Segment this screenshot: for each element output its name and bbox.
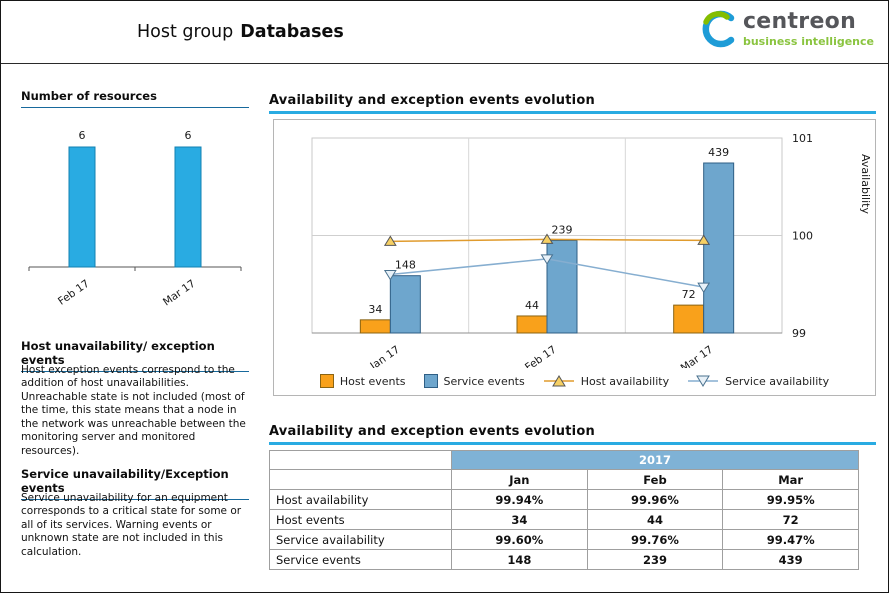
centreon-logo: centreon business intelligence [698,9,874,49]
bar-value-label: 34 [368,303,382,316]
bar-host-events-2 [673,304,705,334]
table-corner-cell [269,469,452,490]
legend-label: Host availability [580,374,670,388]
header-divider [1,63,888,64]
row-value: 99.60% [451,529,588,550]
row-value: 44 [586,509,724,530]
chart-legend: Host events Service events Host availabili… [274,374,875,388]
row-value: 34 [451,509,588,530]
service-events-description: Service unavailability for an equipment … [21,492,242,558]
table-row-host-events: Host events 34 44 72 [269,509,859,530]
x-axis-label: Jan 17 [367,344,402,368]
table-year-header: 2017 [451,450,859,470]
marker-host-availability-0 [383,235,397,246]
service-availability-marker [688,375,719,387]
row-value: 99.47% [722,529,859,550]
bar-service-events-2 [703,162,735,334]
resources-bar-chart: 6 Feb 17 6 Mar 17 [28,129,242,309]
availability-axis-label: Availability [859,154,872,214]
resources-section-title: Number of resources [21,89,249,108]
logo-wordmark: centreon [742,8,857,34]
service-events-section-title: Service unavailability/Exception events [21,467,249,500]
bar-value-label: 44 [525,299,539,312]
row-value: 239 [586,549,724,570]
bar-host-events-0 [359,319,391,334]
bar-service-events-1 [546,239,578,334]
table-row-service-events: Service events 148 239 439 [269,549,859,570]
availability-table: 2017 Jan Feb Mar Host availability 99.94% 99.9… [269,450,859,570]
legend-item-service-events: Service events [423,374,525,388]
row-value: 99.95% [722,489,859,510]
page-title: Host group Databases [137,22,344,42]
row-value: 72 [722,509,859,530]
host-availability-marker [543,375,574,387]
chart-section-rule [269,111,876,114]
bar-service-events-0 [389,275,421,334]
mini-x-label: Feb 17 [56,278,92,308]
host-events-description: Host exception events correspond to the … [21,364,246,457]
table-row-service-availability: Service availability 99.60% 99.76% 99.47% [269,529,859,550]
host-events-section-title: Host unavailability/ exception events [21,339,249,372]
legend-label: Service availability [725,374,830,388]
table-month-row: Jan Feb Mar [269,469,859,490]
marker-service-availability-2 [697,282,711,294]
bar-value-label: 72 [682,288,696,301]
row-value: 99.76% [586,529,724,550]
resources-bar-1 [174,146,202,268]
host-events-swatch [319,374,334,388]
page-title-name: Databases [240,22,344,42]
legend-item-host-availability: Host availability [543,374,669,388]
centreon-logo-icon [702,10,735,48]
logo-text: centreon business intelligence [742,8,874,48]
row-label-service-events: Service events [269,549,452,570]
page-title-prefix: Host group [137,22,234,42]
y2-tick-label: 101 [792,132,813,145]
table-section-title: Availability and exception events evolut… [269,424,595,439]
legend-label: Host events [339,374,406,388]
table-row-host-availability: Host availability 99.94% 99.96% 99.95% [269,489,859,510]
x-axis-label: Feb 17 [523,344,559,368]
table-year-row: 2017 [269,450,859,470]
y2-tick-label: 99 [792,327,806,340]
resources-bar-0 [68,146,96,268]
mini-x-label: Mar 17 [161,278,198,309]
x-axis-label: Mar 17 [679,344,716,368]
row-label-service-availability: Service availability [269,529,452,550]
row-value: 439 [722,549,859,570]
legend-label: Service events [443,374,525,388]
bar-value-label: 439 [708,146,729,159]
resources-bar-value: 6 [185,129,192,142]
logo-subtitle: business intelligence [742,34,874,48]
availability-chart: 99 100 101 34 44 72 148 239 439 Jan 17 Feb 17 Mar 1… [273,119,876,396]
availability-chart-plot: 99 100 101 34 44 72 148 239 439 Jan 17 Feb 17 Mar 1… [311,132,813,368]
row-value: 99.96% [586,489,724,510]
chart-section-header: Availability and exception events evolut… [269,93,876,114]
row-value: 148 [451,549,588,570]
table-section-rule [269,442,876,445]
legend-item-host-events: Host events [319,374,406,388]
bar-host-events-1 [516,315,548,334]
bar-value-label: 148 [395,259,416,272]
table-month-header-mar: Mar [722,469,859,490]
row-value: 99.94% [451,489,588,510]
table-month-header-feb: Feb [586,469,724,490]
marker-host-availability-2 [697,234,711,245]
bar-value-label: 239 [552,223,573,236]
table-month-header-jan: Jan [451,469,588,490]
table-corner-cell [269,450,452,470]
legend-item-service-availability: Service availability [687,374,829,388]
marker-service-availability-0 [383,270,397,281]
resources-bar-value: 6 [79,129,86,142]
marker-service-availability-1 [540,254,554,265]
row-label-host-events: Host events [269,509,452,530]
y2-tick-label: 100 [792,230,813,243]
chart-section-title: Availability and exception events evolut… [269,93,595,108]
marker-host-availability-1 [540,233,554,244]
service-events-swatch [423,374,438,388]
row-label-host-availability: Host availability [269,489,452,510]
table-section-header: Availability and exception events evolut… [269,424,876,445]
